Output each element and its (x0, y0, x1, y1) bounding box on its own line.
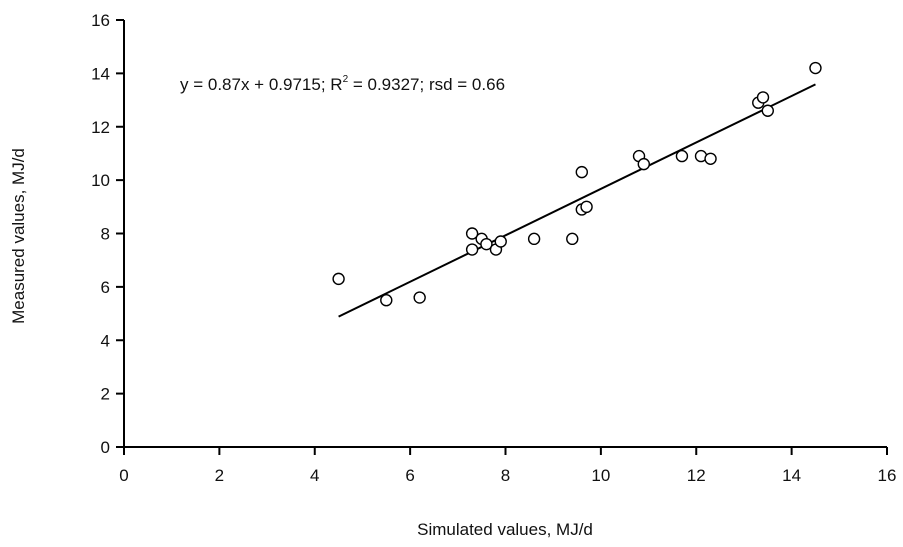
data-point (809, 61, 822, 75)
annotation-suffix: = 0.9327; rsd = 0.66 (348, 75, 505, 94)
data-point (465, 243, 479, 256)
data-point (480, 237, 493, 251)
x-tick-label: 0 (119, 466, 128, 485)
data-point (413, 291, 426, 304)
data-point (675, 149, 689, 163)
regression-annotation: y = 0.87x + 0.9715; R2 = 0.9327; rsd = 0… (180, 74, 505, 94)
data-point (494, 235, 507, 248)
y-tick-label: 8 (101, 225, 110, 244)
annotation-prefix: y = 0.87x + 0.9715; R (180, 75, 343, 94)
x-tick-label: 4 (310, 466, 319, 485)
data-point (566, 232, 579, 246)
x-tick-label: 14 (782, 466, 801, 485)
data-point (580, 200, 593, 214)
y-tick-label: 10 (91, 171, 110, 190)
y-tick-label: 6 (101, 278, 110, 297)
y-tick-label: 14 (91, 64, 110, 83)
data-point (380, 294, 393, 307)
data-point (704, 152, 717, 165)
y-tick-label: 2 (101, 385, 110, 404)
x-tick-label: 10 (591, 466, 610, 485)
annotation-superscript: 2 (343, 74, 349, 85)
data-point (527, 232, 541, 246)
x-tick-label: 8 (501, 466, 510, 485)
x-tick-label: 2 (215, 466, 224, 485)
data-point (332, 272, 345, 286)
x-tick-label: 12 (687, 466, 706, 485)
regression-line (338, 83, 816, 318)
data-point (465, 227, 479, 240)
x-tick-label: 6 (405, 466, 414, 485)
plot-area: 0 2 4 6 8 10 12 14 16 0 2 4 6 8 10 12 14 16 (91, 11, 896, 485)
y-axis-title: Measured values, MJ/d (9, 148, 28, 324)
data-point (756, 91, 770, 104)
y-tick-label: 0 (101, 438, 110, 457)
data-point (761, 104, 774, 117)
data-point (575, 165, 588, 179)
y-tick-label: 12 (91, 118, 110, 137)
y-tick-label: 4 (101, 331, 110, 350)
x-tick-label: 16 (878, 466, 897, 485)
y-tick-label: 16 (91, 11, 110, 30)
data-point (637, 157, 650, 171)
x-axis-title: Simulated values, MJ/d (417, 520, 593, 539)
